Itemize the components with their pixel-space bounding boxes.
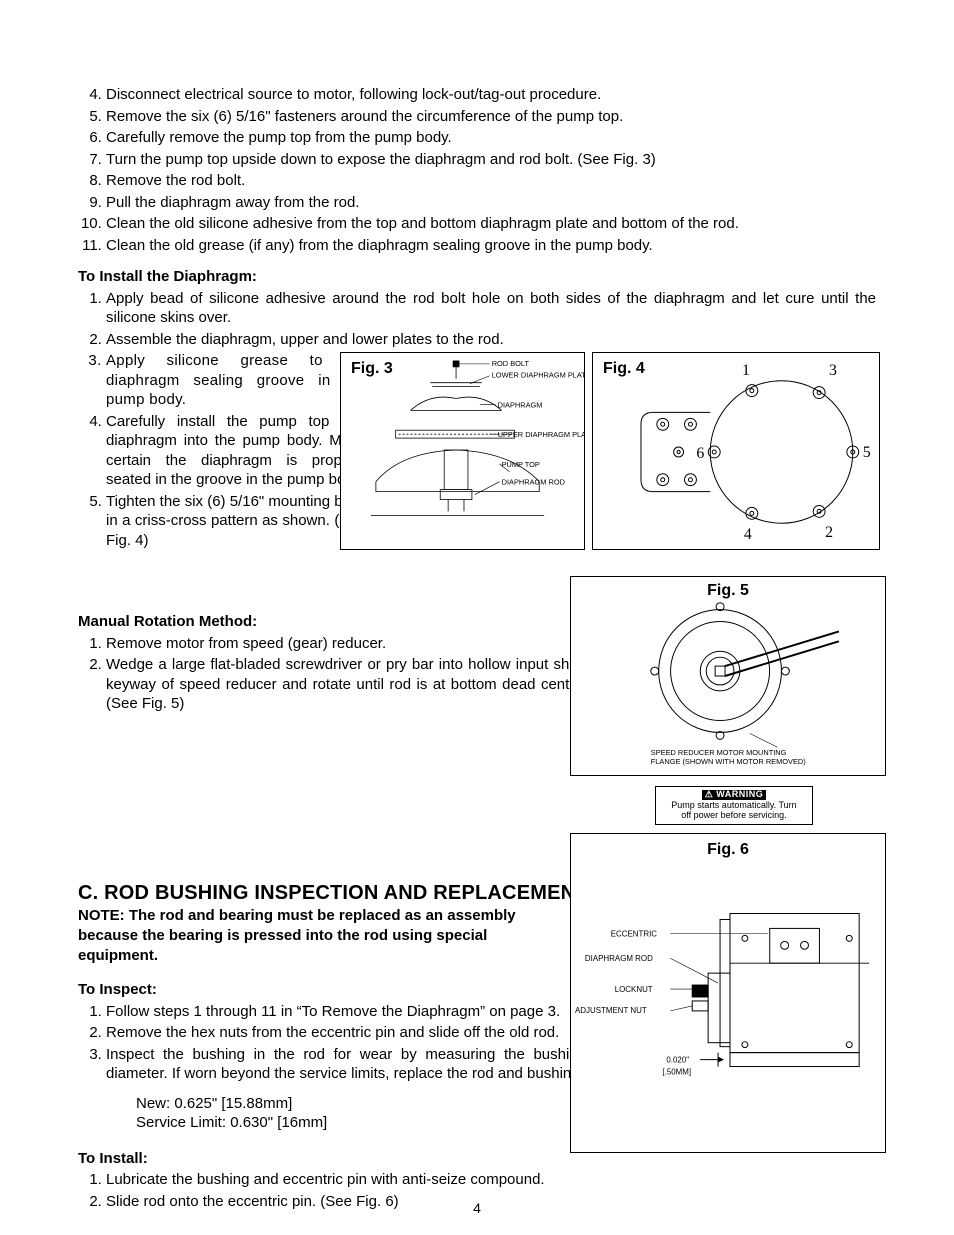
fig5-label: Fig. 5 [571,581,885,602]
list-item: Turn the pump top upside down to expose … [106,150,876,170]
warning-line2: off power before servicing. [681,810,786,820]
fig6-label: Fig. 6 [571,840,885,861]
list-item: Tighten the six (6) 5/16" mounting bolts… [106,492,366,551]
warning-line1: Pump starts automatically. Turn [671,800,796,810]
list-item: Carefully remove the pump top from the p… [106,128,876,148]
svg-text:UPPER DIAPHRAGM PLATE: UPPER DIAPHRAGM PLATE [498,430,584,439]
list-item: Carefully install the pump top and diaph… [106,412,366,490]
svg-text:PUMP TOP: PUMP TOP [502,460,540,469]
install-heading: To Install the Diaphragm: [78,267,876,287]
section-c-note: NOTE: The rod and bearing must be replac… [78,906,558,967]
figure-6: Fig. 6 [570,833,886,1153]
page-number: 4 [0,1199,954,1217]
install-steps-narrow: Apply silicone grease to the diaphragm s… [78,351,366,550]
svg-text:6: 6 [696,445,704,462]
list-item: Remove the rod bolt. [106,171,876,191]
svg-text:1: 1 [742,362,750,379]
svg-text:DIAPHRAGM ROD: DIAPHRAGM ROD [502,478,565,487]
svg-text:ADJUSTMENT NUT: ADJUSTMENT NUT [575,1006,647,1015]
list-item: Follow steps 1 through 11 in “To Remove … [106,1002,586,1022]
figure-3: Fig. 3 [340,352,585,550]
svg-text:DIAPHRAGM: DIAPHRAGM [498,400,543,409]
svg-text:5: 5 [863,444,871,461]
warning-box: ⚠ WARNING Pump starts automatically. Tur… [655,786,813,825]
manual-page: Disconnect electrical source to motor, f… [0,0,954,1235]
svg-text:SPEED REDUCER MOTOR MOUNTING: SPEED REDUCER MOTOR MOUNTING [651,748,787,757]
list-item: Pull the diaphragm away from the rod. [106,193,876,213]
svg-text:DIAPHRAGM ROD: DIAPHRAGM ROD [585,954,653,963]
list-item: Disconnect electrical source to motor, f… [106,85,876,105]
install-steps: Apply bead of silicone adhesive around t… [78,289,876,350]
list-item: Remove the hex nuts from the eccentric p… [106,1023,586,1043]
inspect-steps: Follow steps 1 through 11 in “To Remove … [78,1002,586,1084]
svg-text:0.020": 0.020" [666,1056,689,1065]
fig4-svg: 1 3 5 2 4 6 [593,353,879,549]
svg-text:ECCENTRIC: ECCENTRIC [611,929,658,938]
list-item: Clean the old grease (if any) from the d… [106,236,876,256]
manual-steps: Remove motor from speed (gear) reducer. … [78,634,586,714]
fig4-label: Fig. 4 [603,359,645,380]
svg-text:[.50MM]: [.50MM] [662,1067,691,1076]
warning-badge: ⚠ WARNING [702,790,767,800]
list-item: Clean the old silicone adhesive from the… [106,214,876,234]
svg-text:ROD BOLT: ROD BOLT [492,359,530,368]
list-item: Apply bead of silicone adhesive around t… [106,289,876,328]
svg-text:LOWER DIAPHRAGM PLATE: LOWER DIAPHRAGM PLATE [492,371,584,380]
fig6-svg: ECCENTRIC DIAPHRAGM ROD LOCKNUT ADJUSTME… [571,834,885,1152]
fig5-svg: SPEED REDUCER MOTOR MOUNTING FLANGE (SHO… [571,577,885,775]
fig3-svg: ROD BOLT LOWER DIAPHRAGM PLATE DIAPHRAGM… [341,353,584,549]
list-item: Wedge a large flat-bladed screwdriver or… [106,655,586,714]
fig3-label: Fig. 3 [351,359,393,380]
svg-text:2: 2 [825,524,833,541]
list-item: Assemble the diaphragm, upper and lower … [106,330,876,350]
list-item: Apply silicone grease to the diaphragm s… [106,351,366,410]
svg-text:4: 4 [744,526,752,543]
svg-text:3: 3 [829,362,837,379]
list-item: Remove the six (6) 5/16" fasteners aroun… [106,107,876,127]
svg-text:FLANGE (SHOWN WITH MOTOR REMOV: FLANGE (SHOWN WITH MOTOR REMOVED) [651,757,806,766]
list-item: Lubricate the bushing and eccentric pin … [106,1170,586,1190]
figure-4: Fig. 4 1 [592,352,880,550]
figure-5: Fig. 5 SPEED REDUCER MOTOR MOUNTING [570,576,886,776]
svg-text:LOCKNUT: LOCKNUT [615,985,653,994]
list-item: Remove motor from speed (gear) reducer. [106,634,586,654]
list-item: Inspect the bushing in the rod for wear … [106,1045,586,1084]
removal-steps: Disconnect electrical source to motor, f… [78,85,876,255]
